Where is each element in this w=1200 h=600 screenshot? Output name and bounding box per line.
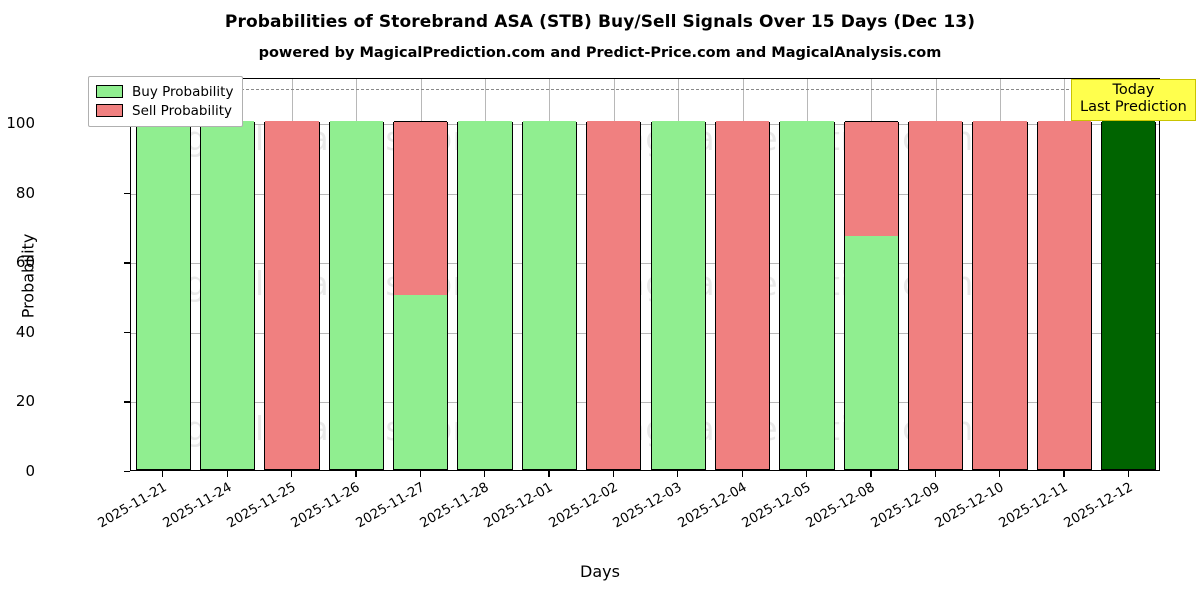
y-tick-label: 20 [15, 392, 35, 411]
bar-segment-buy [136, 121, 190, 469]
y-axis-label-wrap: Probability [19, 233, 38, 318]
x-tick-mark [355, 471, 357, 477]
bar-2025-11-28 [457, 121, 513, 470]
x-tick-mark [1063, 471, 1065, 477]
x-tick-mark [677, 471, 679, 477]
today-annotation-line2: Last Prediction [1080, 99, 1187, 116]
y-tick-label: 40 [15, 322, 35, 341]
x-tick-mark [934, 471, 936, 477]
y-axis-label: Probability [18, 233, 38, 318]
x-tick-mark [741, 471, 743, 477]
bar-segment-buy [458, 121, 512, 469]
bar-segment-buy [200, 121, 255, 469]
legend-label-buy: Buy Probability [132, 83, 234, 100]
bar-segment-buy [844, 235, 898, 469]
legend-swatch-sell-icon [96, 104, 123, 117]
bar-2025-12-11 [1036, 121, 1093, 470]
x-tick-mark [290, 471, 293, 477]
y-tick-label: 60 [15, 253, 35, 272]
gridline-horizontal [131, 332, 1159, 334]
bar-segment-sell [1037, 121, 1092, 469]
x-tick-mark [484, 471, 486, 477]
bar-2025-12-09 [908, 121, 964, 470]
bar-segment-sell [715, 121, 770, 469]
legend-label-sell: Sell Probability [132, 102, 233, 119]
bar-2025-11-24 [199, 121, 256, 470]
bar-2025-11-26 [328, 121, 384, 470]
bar-segment-sell [394, 121, 448, 296]
today-annotation-line1: Today [1112, 82, 1155, 98]
bar-segment-sell [265, 121, 319, 469]
y-tick-mark [124, 262, 130, 264]
bar-2025-12-03 [650, 121, 706, 470]
x-tick-mark [805, 471, 808, 477]
gridline-horizontal [131, 193, 1159, 195]
chart-subtitle: powered by MagicalPrediction.com and Pre… [258, 45, 942, 61]
y-tick-label: 100 [6, 114, 35, 133]
bar-2025-12-08 [843, 121, 899, 470]
y-tick-label: 0 [25, 462, 35, 480]
bar-segment-buy [329, 121, 383, 469]
bar-segment-buy [394, 295, 448, 469]
bar-segment-buy [1102, 121, 1156, 469]
bar-2025-12-02 [586, 121, 642, 470]
legend-item-buy: Buy Probability [96, 82, 233, 101]
legend-item-sell: Sell Probability [96, 101, 233, 120]
reference-line [131, 89, 1159, 91]
gridline-horizontal [131, 124, 1159, 126]
bar-2025-12-05 [779, 121, 835, 470]
bar-2025-12-12 [1101, 121, 1157, 470]
x-tick-mark [548, 471, 550, 477]
y-tick-mark [124, 331, 130, 334]
gridline-horizontal [131, 263, 1159, 265]
x-tick-mark [870, 471, 872, 477]
bar-segment-buy [522, 121, 577, 469]
bar-2025-12-01 [521, 121, 578, 470]
x-tick-mark [1127, 471, 1130, 477]
x-tick-mark [999, 471, 1001, 477]
x-tick-mark [419, 471, 421, 477]
legend-swatch-buy-icon [96, 85, 123, 98]
bar-2025-11-27 [393, 121, 449, 470]
bar-segment-sell [844, 121, 898, 236]
bar-2025-11-25 [264, 121, 320, 470]
plot-inner: MagicalAnalysis.comMagicalPrediction.com… [131, 79, 1159, 470]
y-tick-mark [124, 401, 130, 403]
today-annotation: Today Last Prediction [1071, 79, 1196, 122]
y-tick-label: 80 [15, 183, 35, 202]
chart-legend: Buy Probability Sell Probability [88, 76, 244, 127]
y-tick-mark [124, 192, 130, 195]
x-tick-mark [226, 471, 228, 477]
x-tick-mark [162, 471, 164, 477]
plot-area: MagicalAnalysis.comMagicalPrediction.com… [130, 78, 1160, 471]
y-tick-mark [124, 471, 130, 473]
bar-segment-buy [780, 121, 834, 469]
bar-2025-11-21 [135, 121, 191, 470]
gridline-horizontal [131, 402, 1159, 404]
x-axis-label: Days [580, 562, 620, 581]
bar-2025-12-10 [972, 121, 1028, 470]
bar-segment-sell [973, 121, 1027, 469]
bar-segment-sell [587, 121, 641, 469]
bar-segment-buy [651, 121, 705, 469]
x-tick-mark [612, 471, 615, 477]
bar-segment-sell [909, 121, 963, 469]
chart-title: Probabilities of Storebrand ASA (STB) Bu… [224, 12, 976, 32]
bar-2025-12-04 [714, 121, 771, 470]
